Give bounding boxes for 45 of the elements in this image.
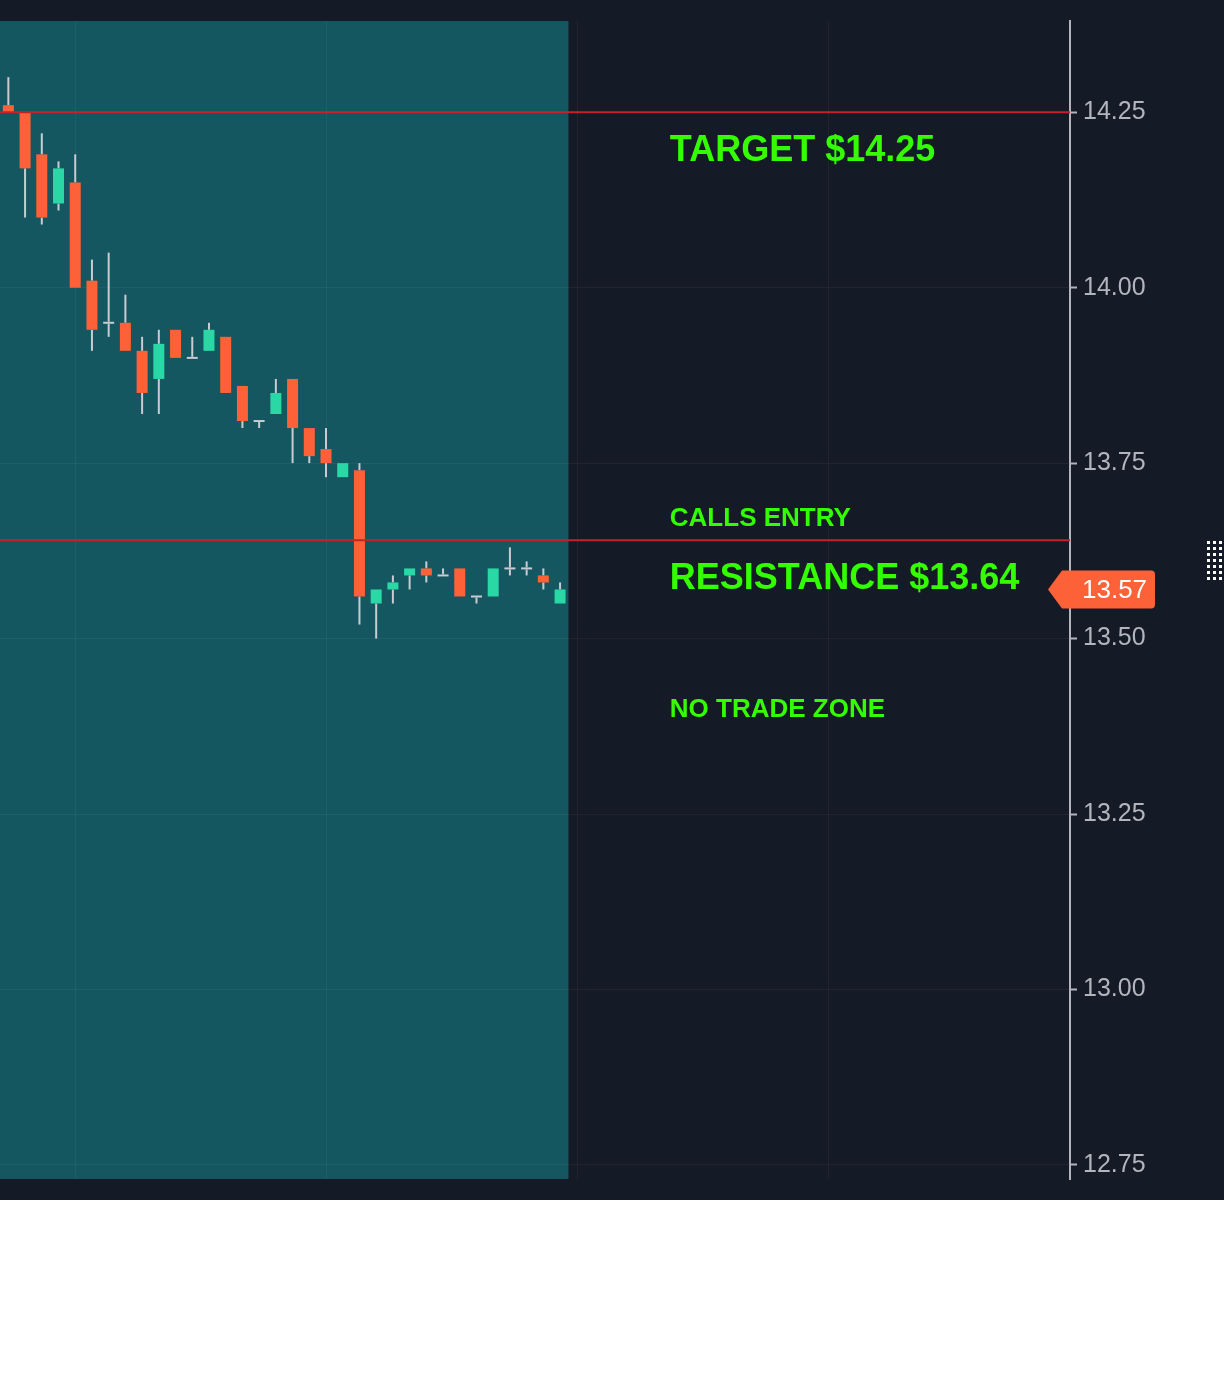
- candlestick: [437, 568, 449, 577]
- candlestick: [203, 322, 215, 351]
- candlestick: [69, 154, 81, 288]
- candlestick: [36, 133, 48, 225]
- candlestick: [554, 582, 566, 604]
- candlestick: [504, 547, 516, 576]
- candlestick: [53, 161, 65, 211]
- candlestick: [153, 329, 165, 415]
- ref-line-label: TARGET $14.25: [669, 128, 936, 170]
- candlestick: [303, 428, 315, 464]
- candlestick: [537, 568, 549, 590]
- candlestick: [136, 336, 148, 415]
- candlestick: [287, 378, 299, 464]
- candlestick: [353, 463, 365, 625]
- y-tick-label: 13.00: [1083, 973, 1146, 1002]
- candlestick: [170, 329, 182, 358]
- y-tick-label: 13.50: [1083, 622, 1146, 651]
- candlestick: [19, 112, 31, 218]
- candlestick: [186, 336, 198, 359]
- candlestick: [404, 568, 416, 590]
- candlestick: [337, 463, 349, 478]
- candlestick: [370, 589, 382, 639]
- candlestick: [454, 568, 466, 597]
- candlestick: [387, 575, 399, 604]
- candlestick: [220, 336, 232, 393]
- y-tick-label: 12.75: [1083, 1148, 1146, 1177]
- candlestick: [487, 568, 499, 597]
- candlestick: [119, 294, 131, 351]
- ref-line-label: RESISTANCE $13.64: [669, 556, 1020, 598]
- candlestick: [270, 378, 282, 415]
- y-tick-label: 14.25: [1083, 96, 1146, 125]
- candlestick: [236, 385, 248, 429]
- y-tick-label: 13.25: [1083, 797, 1146, 826]
- candlestick: [86, 259, 98, 351]
- candlestick: [320, 428, 332, 478]
- text: 13.57: [1082, 573, 1148, 604]
- annotation: NO TRADE ZONE: [669, 693, 886, 724]
- y-tick-label: 13.75: [1083, 447, 1146, 476]
- candlestick: [521, 561, 533, 576]
- candlestick: [470, 595, 482, 604]
- annotation: CALLS ENTRY: [669, 502, 851, 533]
- y-tick-label: 14.00: [1083, 271, 1146, 300]
- candlestick: [103, 252, 115, 337]
- candlestick: [253, 420, 265, 429]
- candlestick: [420, 561, 432, 583]
